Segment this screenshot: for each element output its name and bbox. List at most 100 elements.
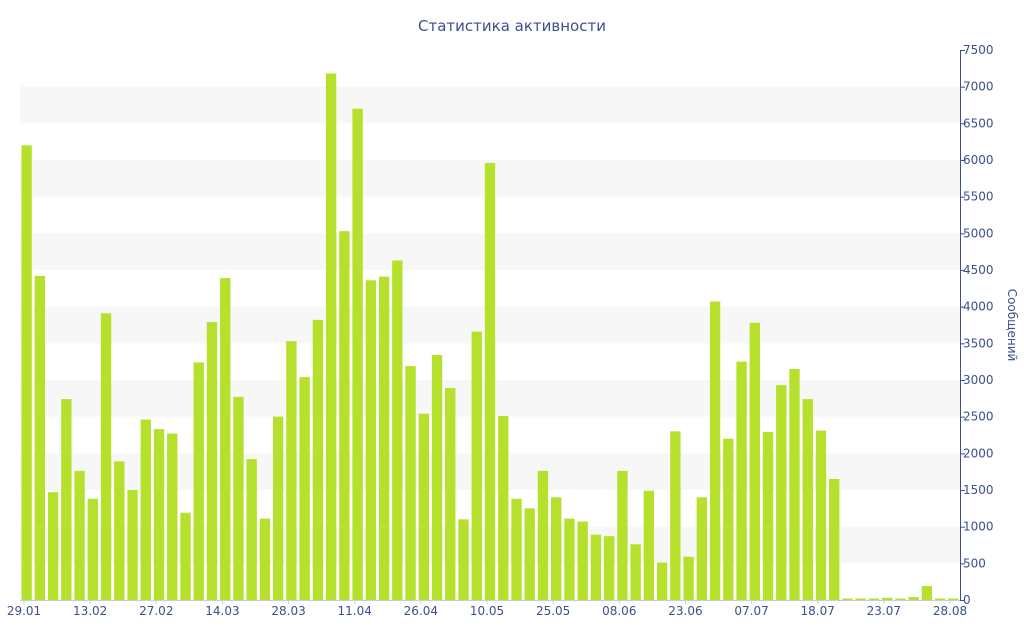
bar[interactable] bbox=[378, 276, 390, 600]
bar[interactable] bbox=[524, 508, 535, 600]
grid-band bbox=[20, 86, 960, 124]
bar[interactable] bbox=[882, 597, 893, 600]
bar[interactable] bbox=[908, 597, 919, 600]
y-tick-label: 5500 bbox=[963, 190, 994, 204]
bar[interactable] bbox=[789, 369, 800, 600]
bar[interactable] bbox=[656, 562, 668, 600]
bar[interactable] bbox=[551, 497, 562, 600]
bar[interactable] bbox=[352, 108, 363, 601]
bar[interactable] bbox=[100, 313, 112, 600]
bar[interactable] bbox=[670, 431, 681, 600]
bar[interactable] bbox=[431, 355, 443, 600]
y-tick-label: 500 bbox=[963, 556, 986, 570]
x-tick-label: 08.06 bbox=[602, 604, 636, 618]
bar[interactable] bbox=[934, 598, 946, 600]
bar[interactable] bbox=[180, 512, 191, 600]
bar[interactable] bbox=[855, 598, 866, 600]
x-tick-label: 23.07 bbox=[867, 604, 901, 618]
bar[interactable] bbox=[921, 586, 933, 600]
bar[interactable] bbox=[842, 598, 853, 600]
bar[interactable] bbox=[643, 490, 655, 600]
bar[interactable] bbox=[829, 479, 840, 600]
bar[interactable] bbox=[736, 361, 747, 600]
bar[interactable] bbox=[484, 162, 496, 600]
x-tick-label: 27.02 bbox=[139, 604, 173, 618]
x-tick-label: 28.03 bbox=[271, 604, 305, 618]
bar[interactable] bbox=[418, 413, 429, 600]
bar[interactable] bbox=[299, 377, 310, 600]
bar[interactable] bbox=[34, 275, 46, 600]
y-tick-label: 5000 bbox=[963, 226, 994, 240]
bar[interactable] bbox=[47, 492, 59, 600]
bar[interactable] bbox=[590, 534, 602, 600]
bar[interactable] bbox=[723, 438, 734, 600]
bar[interactable] bbox=[87, 498, 98, 600]
x-tick-label: 28.08 bbox=[933, 604, 967, 618]
bar[interactable] bbox=[802, 399, 813, 600]
bar[interactable] bbox=[511, 498, 522, 600]
bar[interactable] bbox=[776, 385, 787, 600]
bar[interactable] bbox=[948, 598, 959, 600]
bar[interactable] bbox=[153, 429, 165, 600]
x-tick-label: 26.04 bbox=[404, 604, 438, 618]
bar[interactable] bbox=[696, 497, 707, 600]
bar[interactable] bbox=[392, 260, 403, 600]
bar[interactable] bbox=[537, 470, 549, 600]
bar[interactable] bbox=[709, 301, 721, 600]
bar[interactable] bbox=[325, 73, 337, 601]
bar[interactable] bbox=[21, 145, 32, 600]
bar[interactable] bbox=[630, 544, 641, 600]
x-tick-label: 18.07 bbox=[801, 604, 835, 618]
y-tick-label: 2500 bbox=[963, 410, 994, 424]
x-tick-label: 11.04 bbox=[338, 604, 372, 618]
bar[interactable] bbox=[312, 319, 324, 600]
bar[interactable] bbox=[895, 598, 906, 600]
bar[interactable] bbox=[577, 521, 588, 600]
bar[interactable] bbox=[445, 388, 456, 600]
bar[interactable] bbox=[564, 518, 575, 600]
x-tick-label: 25.05 bbox=[536, 604, 570, 618]
y-tick-label: 7500 bbox=[963, 43, 994, 57]
bar[interactable] bbox=[617, 470, 628, 600]
y-axis-ticks: 0 500 1000 1500 2000 2500 3000 3500 4000 4500 5000… bbox=[960, 43, 994, 607]
bar[interactable] bbox=[749, 322, 760, 600]
bar[interactable] bbox=[74, 470, 85, 600]
x-tick-label: 10.05 bbox=[470, 604, 504, 618]
y-tick-label: 0 bbox=[963, 593, 971, 607]
y-tick-label: 7000 bbox=[963, 80, 994, 94]
chart-title: Статистика активности bbox=[418, 17, 606, 35]
bar[interactable] bbox=[273, 416, 284, 600]
bar[interactable] bbox=[167, 433, 178, 600]
bar[interactable] bbox=[458, 519, 469, 600]
bar[interactable] bbox=[114, 461, 125, 600]
bar[interactable] bbox=[471, 331, 482, 600]
bar[interactable] bbox=[286, 341, 297, 600]
bar-series bbox=[21, 73, 959, 601]
bar[interactable] bbox=[815, 430, 827, 600]
bar[interactable] bbox=[339, 231, 350, 600]
bar[interactable] bbox=[206, 322, 218, 600]
bar[interactable] bbox=[498, 415, 509, 600]
bar[interactable] bbox=[405, 366, 416, 600]
x-axis-ticks: 29.01 13.02 27.02 14.03 28.03 11.04 26.04 10.05… bbox=[7, 600, 967, 618]
y-tick-label: 4000 bbox=[963, 300, 994, 314]
bar[interactable] bbox=[762, 432, 774, 600]
bar[interactable] bbox=[61, 399, 72, 600]
bar[interactable] bbox=[683, 556, 694, 600]
y-tick-label: 3500 bbox=[963, 336, 994, 350]
bar[interactable] bbox=[140, 419, 151, 600]
bar[interactable] bbox=[603, 536, 615, 600]
bar[interactable] bbox=[259, 518, 271, 600]
bar[interactable] bbox=[220, 278, 231, 600]
bar[interactable] bbox=[127, 490, 138, 600]
x-tick-label: 14.03 bbox=[205, 604, 239, 618]
bar[interactable] bbox=[365, 280, 377, 600]
y-tick-label: 4500 bbox=[963, 263, 994, 277]
x-tick-label: 29.01 bbox=[7, 604, 41, 618]
bar[interactable] bbox=[193, 362, 204, 600]
bar[interactable] bbox=[246, 459, 257, 600]
bar[interactable] bbox=[233, 396, 244, 600]
bar[interactable] bbox=[868, 598, 880, 600]
x-tick-label: 23.06 bbox=[668, 604, 702, 618]
